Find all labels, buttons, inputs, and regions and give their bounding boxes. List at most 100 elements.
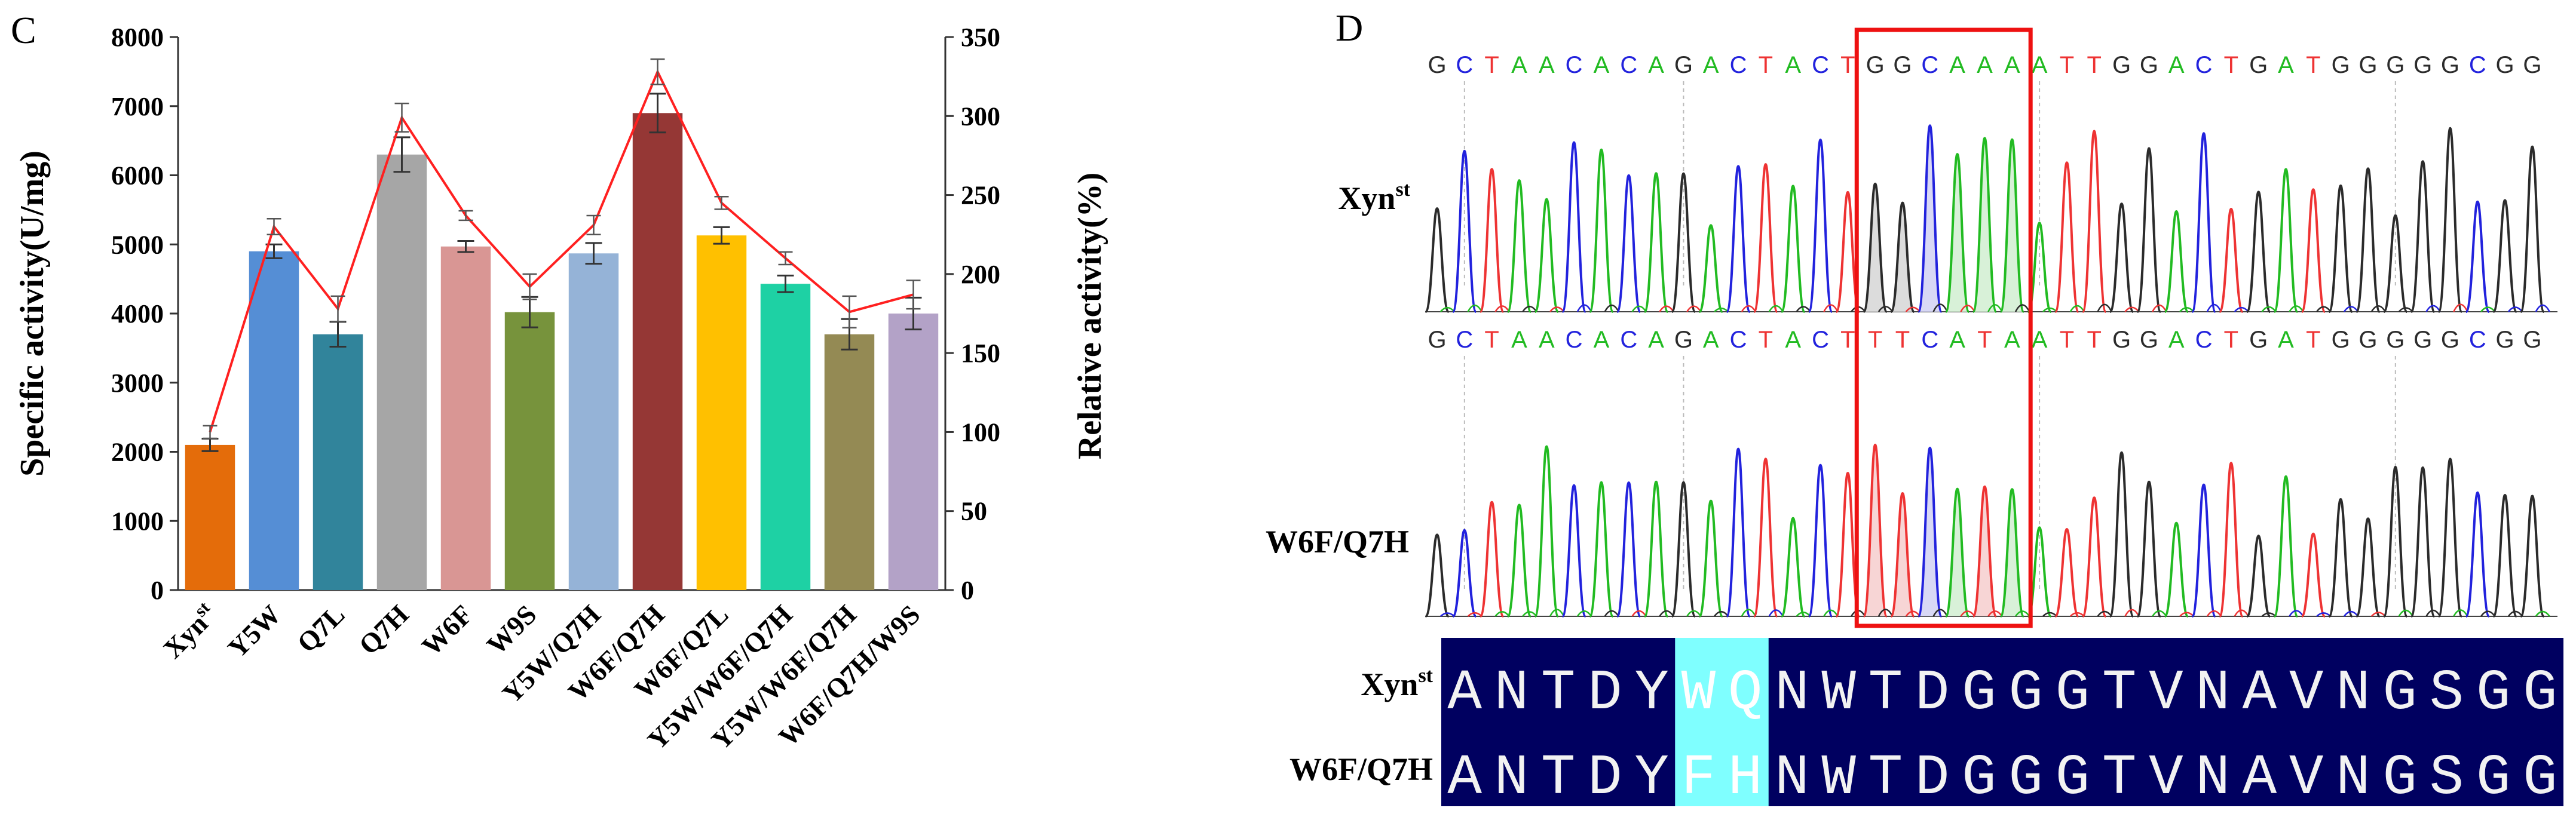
bar-error-bar (713, 226, 730, 245)
base-letter: A (2004, 327, 2020, 353)
line-error-bar (586, 214, 601, 235)
trace-peak (2465, 200, 2491, 313)
base-letter: A (1594, 52, 1610, 78)
trace-noise (2343, 610, 2359, 617)
x-tick-label: Q7H (353, 599, 415, 661)
base-letter: G (2332, 327, 2350, 353)
y-left-tick-label: 3000 (111, 368, 164, 398)
trace-peak (1780, 185, 1806, 313)
x-tick-label: W6F (416, 599, 479, 662)
bar-error-bar (649, 93, 666, 134)
trace-noise (1604, 304, 1619, 312)
trace-peak (2519, 145, 2546, 313)
residue: F (1681, 745, 1716, 810)
base-letter: C (1812, 327, 1829, 353)
base-letter: A (2278, 327, 2294, 353)
residue: W (1681, 661, 1716, 726)
trace-peak (1889, 201, 1916, 313)
residue: G (2476, 745, 2511, 810)
line-error-bar (714, 195, 729, 210)
trace-noise (2316, 306, 2332, 312)
base-letter: A (2278, 52, 2294, 78)
trace-peak (1917, 124, 1943, 313)
base-letter: T (1759, 52, 1773, 78)
base-letter: T (1759, 327, 1773, 353)
trace-peak (1917, 447, 1943, 618)
bar (440, 246, 491, 590)
trace-peak (2191, 132, 2217, 313)
base-letter: G (2249, 52, 2268, 78)
y-left-axis-title: Specific activity(U/mg) (14, 150, 51, 477)
residue: H (1728, 745, 1763, 810)
residue: A (2243, 661, 2277, 726)
trace-noise (1659, 305, 1674, 312)
trace-noise (2535, 610, 2550, 617)
base-letter: A (1785, 327, 1801, 353)
base-letter: C (2469, 52, 2486, 78)
base-letter: G (2496, 52, 2514, 78)
residue: W (1821, 745, 1856, 810)
alignment-highlight (1722, 638, 1769, 806)
trace-noise (1741, 305, 1756, 312)
y-left-tick-label: 1000 (111, 506, 164, 536)
base-letter: G (2358, 52, 2377, 78)
base-letter: A (2168, 52, 2185, 78)
base-letter: G (2358, 327, 2377, 353)
trace-noise (2425, 609, 2441, 617)
trace-peak (2246, 191, 2271, 313)
trace-noise (1494, 305, 1510, 312)
trace-noise (1768, 609, 1784, 617)
base-letter: T (2060, 52, 2074, 78)
bar-line-chart: 0 1000 2000 3000 4000 5000 6000 7000 8000 0 50 100 1… (14, 23, 1108, 755)
trace-noise (2015, 610, 2030, 617)
base-letter: T (1895, 327, 1910, 353)
trace-peak (1808, 463, 1833, 618)
y-right-tick-label: 0 (961, 576, 974, 605)
y-right-tick-label: 50 (961, 497, 987, 526)
trace-noise (1741, 609, 1757, 617)
bar (632, 113, 683, 590)
residue: G (2008, 661, 2043, 726)
residue: G (2523, 745, 2557, 810)
residue: N (1775, 661, 1809, 726)
base-letter: G (2112, 52, 2131, 78)
bar (313, 334, 363, 590)
residue: N (1775, 745, 1809, 810)
trace-peak (1999, 138, 2025, 313)
base-letter: A (1785, 52, 1801, 78)
residue: G (1962, 661, 1996, 726)
base-letter: A (1949, 327, 1965, 353)
base-letter: G (2413, 327, 2432, 353)
line-error-bar (203, 425, 218, 440)
bar (376, 154, 427, 590)
line-error-bar (267, 218, 281, 235)
residue: A (2243, 745, 2277, 810)
residue: G (2476, 661, 2511, 726)
trace-peak (2355, 167, 2381, 313)
trace-noise (2261, 306, 2277, 312)
trace-peak (1944, 153, 1970, 313)
residue: T (2102, 745, 2137, 810)
trace-peak (1616, 481, 1641, 618)
base-letter: C (1456, 52, 1473, 78)
base-letter: T (2087, 52, 2102, 78)
trace-noise (2234, 609, 2249, 617)
trace-peak (1643, 172, 1669, 313)
base-letter: G (2523, 327, 2541, 353)
trace-noise (1905, 610, 1920, 617)
trace-noise (1467, 305, 1482, 312)
residue: S (2430, 661, 2464, 726)
base-letter: C (1812, 52, 1829, 78)
trace-noise (1932, 303, 1948, 312)
trace-peak (2136, 480, 2162, 618)
bar (888, 314, 939, 590)
trace-noise (1604, 610, 1619, 617)
base-letter: A (1977, 52, 1993, 78)
base-letter: C (2195, 52, 2213, 78)
base-letter: G (2441, 327, 2459, 353)
trace-peak (2054, 528, 2080, 618)
trace-peak (2246, 535, 2271, 618)
trace-peak (1561, 141, 1587, 313)
trace-noise (2289, 305, 2304, 312)
trace-peak (1424, 533, 1450, 618)
